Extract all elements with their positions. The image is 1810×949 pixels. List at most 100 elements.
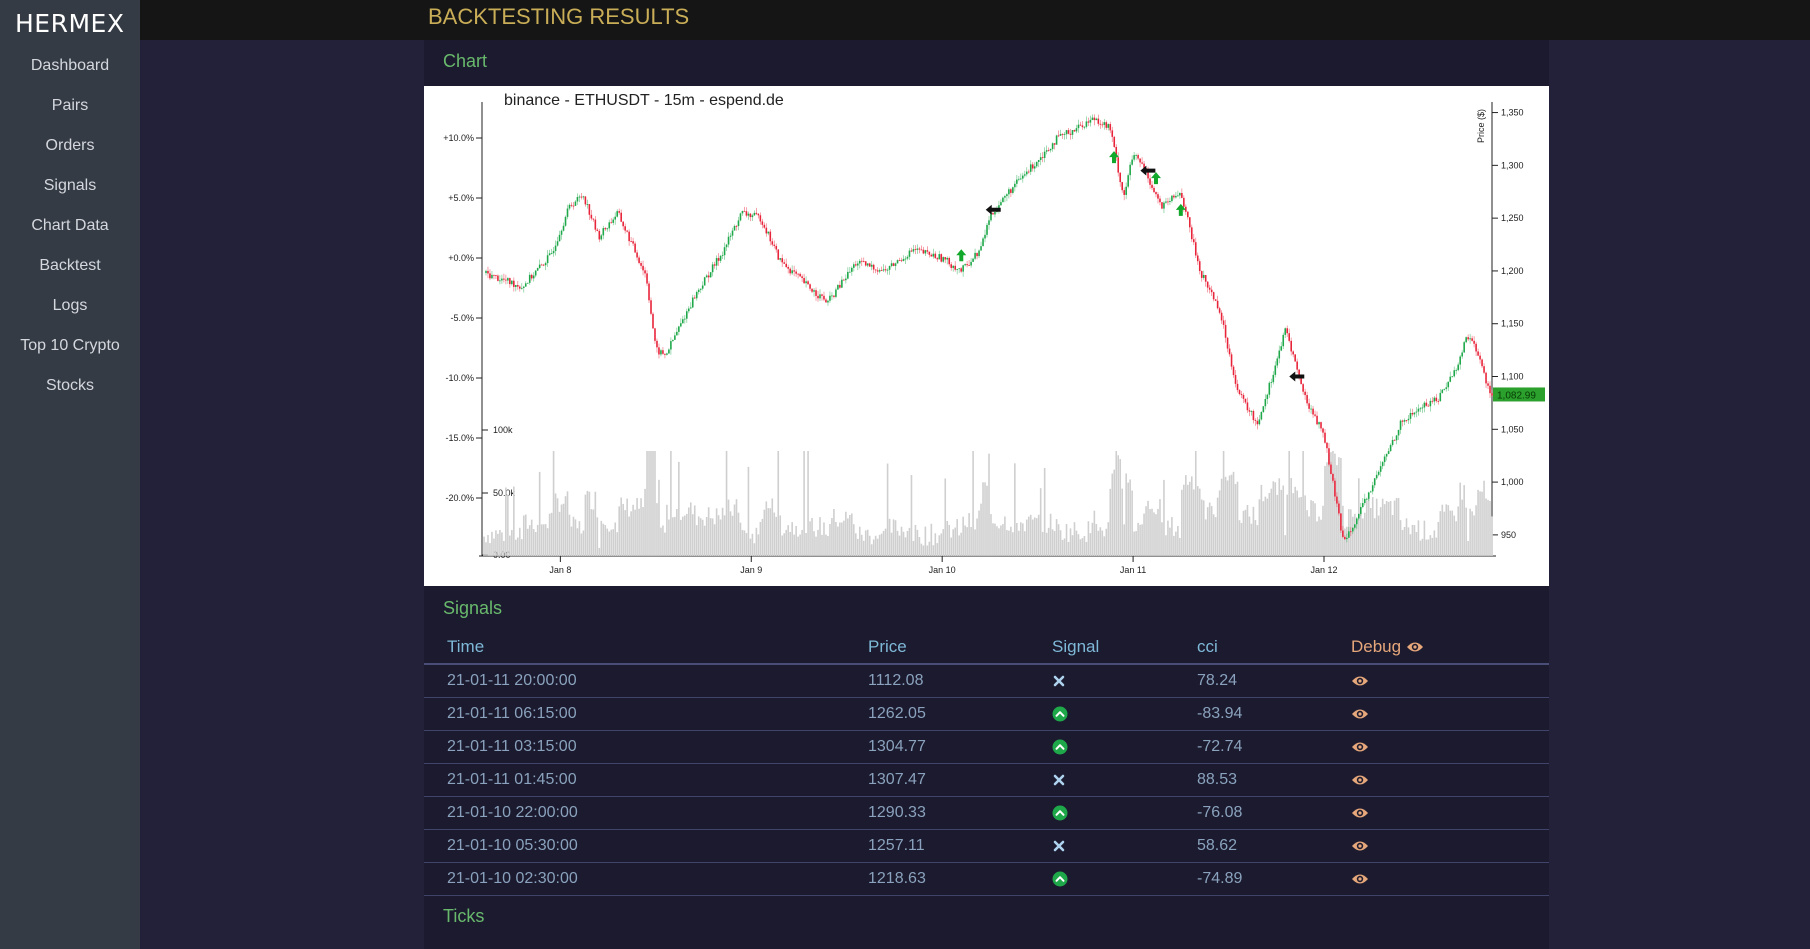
sidebar-item-signals[interactable]: Signals [43,177,97,194]
candle-body [787,266,789,269]
candle-body [874,269,877,271]
volume-bar [1117,455,1120,556]
candle-body [1037,160,1040,163]
candlestick-chart[interactable]: binance - ETHUSDT - 15m - espend.de +10.0… [424,86,1549,586]
table-row: 21-01-10 22:00:00 1290.33 -76.08 [424,796,1549,830]
eye-icon[interactable] [1351,872,1369,886]
eye-icon[interactable] [1351,839,1369,853]
candle-body [558,234,561,242]
column-header-cci[interactable]: cci [1197,630,1351,665]
brand-logo[interactable]: HERMEX [15,9,125,38]
eye-icon[interactable] [1351,806,1369,820]
volume-bar [1324,465,1326,556]
sidebar-item-dashboard[interactable]: Dashboard [30,57,110,74]
volume-bar [511,530,513,556]
eye-icon[interactable] [1351,674,1369,688]
candle-body [1417,408,1420,412]
candle-body [532,275,535,279]
cell-signal [1052,862,1197,896]
column-header-price[interactable]: Price [868,630,1052,665]
volume-bar [1091,522,1094,556]
volume-bar [1467,540,1469,556]
sidebar-item-logs[interactable]: Logs [52,297,88,314]
candle-body [1101,124,1104,126]
volume-bar [1334,453,1336,556]
cell-debug[interactable] [1351,697,1549,731]
volume-bar [546,528,549,556]
candle-body [854,264,857,266]
candle-body [1463,342,1465,353]
volume-bar [598,547,601,556]
candle-body [964,264,966,266]
eye-icon[interactable] [1351,773,1369,787]
candle-body [795,271,797,274]
sidebar-item-pairs[interactable]: Pairs [51,97,89,114]
candle-body [739,213,742,221]
sidebar-item-orders[interactable]: Orders [45,137,95,154]
volume-bar [1065,524,1068,556]
cell-debug[interactable] [1351,664,1549,698]
candle-body [1171,195,1173,202]
volume-bar [904,537,907,556]
volume-bar [1322,505,1324,556]
cell-debug[interactable] [1351,862,1549,896]
candle-body [1260,412,1263,420]
volume-bar [749,538,752,556]
candle-body [1346,537,1348,540]
cell-debug[interactable] [1351,796,1549,830]
column-header-debug[interactable]: Debug [1351,630,1549,665]
candle-body [1290,340,1292,352]
candle-body [676,331,678,336]
top-bar [140,0,1810,40]
volume-bar [1204,519,1207,556]
candle-body [622,221,624,227]
sidebar-item-backtest[interactable]: Backtest [39,257,101,274]
cell-debug[interactable] [1351,829,1549,863]
volume-bar [668,519,670,556]
eye-icon[interactable] [1406,640,1424,654]
volume-bar [1061,539,1064,556]
sidebar-item-stocks[interactable]: Stocks [45,377,94,394]
column-header-time[interactable]: Time [424,630,868,665]
volume-bar [793,534,795,556]
column-header-signal[interactable]: Signal [1052,630,1197,665]
candle-body [992,213,994,215]
volume-bar [1023,531,1026,556]
volume-bar [1282,485,1285,556]
volume-bar [1185,475,1187,556]
candle-body [888,266,891,270]
candle-body [1063,134,1066,136]
candle-body [1159,198,1161,203]
volume-bar [624,510,626,556]
volume-bar [1167,520,1169,556]
candle-body [847,271,849,279]
candle-body [851,267,853,272]
candle-body [1119,172,1122,183]
volume-bar [594,491,597,556]
volume-bar [1308,516,1310,556]
volume-bar [1143,513,1145,556]
eye-icon[interactable] [1351,740,1369,754]
candle-body [1031,164,1034,169]
candle-body [1342,530,1344,537]
cell-debug[interactable] [1351,730,1549,764]
volume-bar [1280,489,1283,556]
volume-bar [650,451,652,556]
candle-body [1359,507,1362,514]
sidebar-item-chart-data[interactable]: Chart Data [31,217,109,234]
cell-debug[interactable] [1351,763,1549,797]
candle-body [1055,135,1058,145]
chart-container[interactable]: binance - ETHUSDT - 15m - espend.de +10.0… [424,86,1549,586]
candle-body [540,264,543,266]
candle-body [654,328,656,341]
volume-bar [976,518,978,556]
sidebar-item-top-10-crypto[interactable]: Top 10 Crypto [20,337,120,354]
candle-body [1228,348,1231,355]
candle-body [642,265,644,271]
volume-bar [703,525,706,556]
volume-bar [1375,498,1378,556]
eye-icon[interactable] [1351,707,1369,721]
candle-body [1375,474,1378,479]
volume-bar [1473,515,1475,556]
cell-signal [1052,697,1197,731]
